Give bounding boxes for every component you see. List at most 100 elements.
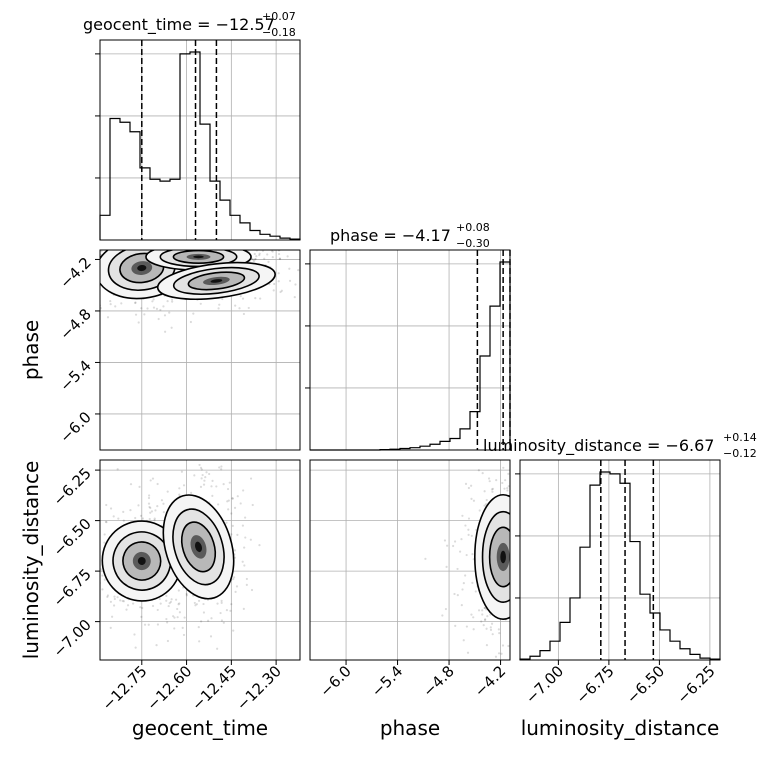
title-geocent-time-minus: −0.18 bbox=[262, 26, 296, 39]
sample-point bbox=[540, 605, 542, 607]
sample-point bbox=[484, 618, 487, 621]
sample-point bbox=[491, 487, 495, 490]
sample-point bbox=[277, 237, 279, 239]
sample-point bbox=[92, 546, 94, 548]
sample-point bbox=[514, 515, 516, 517]
sample-point bbox=[528, 418, 530, 420]
x-tick-label: −12.30 bbox=[233, 662, 285, 714]
sample-point bbox=[551, 625, 553, 627]
sample-point bbox=[273, 282, 276, 286]
sample-point bbox=[489, 628, 493, 632]
sample-point bbox=[204, 475, 207, 479]
panel-frame bbox=[99, 39, 301, 241]
sample-point bbox=[249, 477, 253, 480]
sample-point bbox=[230, 512, 233, 515]
sample-point bbox=[542, 618, 544, 620]
sample-point bbox=[307, 294, 309, 296]
sample-point bbox=[143, 623, 147, 626]
sample-point bbox=[494, 655, 498, 658]
sample-point bbox=[207, 241, 209, 243]
sample-point bbox=[527, 604, 529, 606]
sample-point bbox=[182, 633, 186, 637]
sample-point bbox=[166, 639, 170, 643]
sample-point bbox=[472, 628, 475, 631]
sample-point bbox=[105, 503, 108, 507]
sample-point bbox=[125, 234, 127, 236]
sample-point bbox=[470, 534, 473, 537]
sample-point bbox=[176, 446, 178, 448]
sample-point bbox=[95, 547, 97, 549]
sample-point bbox=[271, 250, 274, 253]
sample-point bbox=[138, 485, 141, 489]
sample-point bbox=[235, 666, 237, 668]
sample-point bbox=[316, 281, 318, 283]
sample-point bbox=[227, 248, 229, 250]
title-geocent-time-plus: +0.07 bbox=[262, 10, 296, 23]
sample-point bbox=[247, 247, 249, 249]
sample-point bbox=[84, 550, 86, 552]
sample-point bbox=[211, 243, 213, 245]
sample-point bbox=[540, 537, 542, 539]
sample-point bbox=[141, 517, 144, 520]
sample-point bbox=[489, 626, 492, 629]
sample-point bbox=[513, 509, 515, 511]
sample-point bbox=[530, 580, 532, 582]
sample-point bbox=[531, 588, 533, 590]
sample-point bbox=[113, 597, 116, 601]
sample-point bbox=[527, 591, 529, 593]
sample-point bbox=[183, 244, 185, 246]
sample-point bbox=[201, 241, 203, 243]
sample-point bbox=[95, 538, 97, 540]
sample-point bbox=[213, 243, 215, 245]
sample-point bbox=[271, 256, 274, 259]
contour-layer bbox=[424, 418, 553, 675]
sample-point bbox=[190, 244, 192, 246]
sample-point bbox=[551, 530, 553, 532]
sample-point bbox=[109, 299, 112, 303]
sample-point bbox=[226, 500, 229, 503]
sample-point bbox=[472, 499, 476, 502]
sample-point bbox=[189, 320, 193, 324]
sample-point bbox=[424, 557, 427, 560]
sample-point bbox=[270, 246, 272, 248]
sample-point bbox=[474, 447, 476, 449]
sample-point bbox=[245, 583, 248, 586]
sample-point bbox=[525, 673, 527, 675]
sample-point bbox=[225, 609, 229, 612]
sample-point bbox=[514, 504, 516, 506]
sample-point bbox=[278, 257, 281, 261]
title-geocent-time: geocent_time = −12.57 bbox=[83, 15, 275, 35]
sample-point bbox=[254, 237, 256, 239]
sample-point bbox=[151, 241, 153, 243]
sample-point bbox=[503, 487, 506, 490]
sample-point bbox=[517, 611, 519, 613]
sample-point bbox=[204, 457, 206, 459]
sample-point bbox=[85, 220, 87, 222]
sample-point bbox=[517, 572, 519, 574]
sample-point bbox=[92, 585, 94, 587]
contour-line bbox=[122, 541, 162, 581]
panel-frame bbox=[519, 459, 721, 661]
sample-point bbox=[150, 244, 152, 246]
sample-point bbox=[530, 577, 532, 579]
x-tick-label: −6.75 bbox=[572, 662, 617, 707]
sample-point bbox=[173, 245, 175, 247]
sample-point bbox=[190, 233, 192, 235]
sample-point bbox=[194, 247, 196, 249]
sample-point bbox=[238, 307, 241, 310]
sample-point bbox=[528, 571, 530, 573]
sample-point bbox=[171, 300, 174, 303]
sample-point bbox=[148, 505, 151, 509]
sample-point bbox=[155, 307, 159, 310]
sample-point bbox=[251, 503, 254, 507]
sample-point bbox=[254, 258, 257, 261]
sample-point bbox=[150, 510, 154, 513]
sample-point bbox=[155, 644, 158, 647]
sample-point bbox=[232, 629, 235, 632]
sample-point bbox=[266, 253, 269, 256]
sample-point bbox=[117, 517, 120, 520]
sample-point bbox=[90, 541, 92, 543]
sample-point bbox=[196, 243, 198, 245]
sample-point bbox=[225, 237, 227, 239]
sample-point bbox=[164, 247, 166, 249]
